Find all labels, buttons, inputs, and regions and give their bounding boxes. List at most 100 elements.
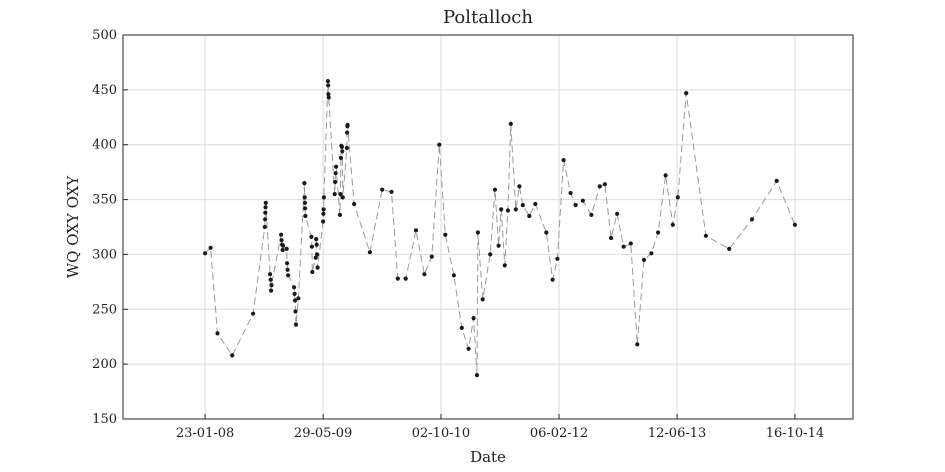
data-point	[251, 311, 256, 316]
data-point	[474, 373, 480, 378]
data-point	[338, 192, 343, 197]
data-point	[656, 230, 661, 235]
data-point	[568, 190, 573, 196]
data-point	[314, 237, 319, 242]
data-point	[303, 206, 308, 211]
data-point	[573, 203, 578, 208]
data-point	[488, 252, 493, 257]
data-point	[561, 158, 566, 163]
data-point	[263, 200, 268, 205]
data-point	[749, 217, 755, 222]
data-point	[451, 273, 456, 278]
data-point	[279, 238, 284, 243]
data-point	[332, 192, 337, 197]
data-point	[268, 272, 273, 277]
data-point	[609, 235, 614, 241]
data-point	[602, 182, 608, 187]
data-point	[774, 178, 779, 183]
data-point	[621, 244, 626, 249]
data-point	[333, 171, 338, 176]
data-point	[580, 198, 585, 203]
data-point	[792, 222, 798, 227]
data-point	[641, 257, 647, 262]
data-point	[443, 232, 448, 237]
data-point	[281, 243, 286, 248]
data-point	[475, 230, 480, 235]
data-point	[389, 189, 394, 194]
data-point	[422, 272, 427, 277]
data-point	[292, 285, 297, 290]
data-point	[675, 195, 680, 200]
data-point	[513, 207, 518, 212]
x-tick-label: 02-10-10	[412, 426, 470, 441]
data-point	[296, 296, 301, 301]
data-point	[321, 219, 326, 224]
data-point	[325, 79, 330, 84]
data-point	[344, 145, 349, 151]
data-point	[285, 267, 290, 272]
chart-title: Poltalloch	[443, 7, 533, 28]
data-point	[313, 255, 318, 260]
data-point	[315, 252, 320, 257]
data-point	[339, 144, 344, 149]
data-point	[285, 261, 290, 266]
data-point	[262, 224, 267, 230]
data-points	[203, 79, 798, 378]
data-point	[321, 195, 326, 200]
x-tick-label: 16-10-14	[766, 426, 824, 441]
data-point	[333, 179, 338, 185]
data-point	[466, 346, 471, 351]
x-axis-ticks: 23-01-08 29-05-09 02-10-10 06-02-12 12-06-13…	[176, 414, 824, 441]
y-tick-label: 500	[92, 28, 117, 43]
data-point	[263, 217, 268, 222]
data-point	[280, 247, 285, 253]
data-point	[326, 95, 331, 100]
data-point	[703, 233, 709, 238]
series-line	[204, 81, 796, 376]
data-point	[496, 243, 501, 248]
data-point	[649, 251, 654, 256]
data-point	[492, 187, 498, 192]
data-point	[269, 283, 274, 288]
data-point	[309, 244, 314, 249]
data-point	[340, 195, 345, 200]
data-point	[727, 246, 732, 251]
data-point	[480, 297, 485, 302]
data-point	[403, 276, 408, 281]
data-point	[284, 246, 289, 251]
x-tick-label: 29-05-09	[294, 426, 352, 441]
data-point	[279, 232, 284, 237]
data-point	[326, 92, 331, 97]
data-point	[302, 200, 307, 205]
data-point	[544, 230, 549, 235]
data-point	[303, 213, 308, 219]
data-point	[508, 121, 513, 126]
data-point	[459, 325, 464, 330]
data-point	[670, 222, 675, 227]
data-point	[437, 142, 442, 147]
data-point	[230, 353, 235, 358]
plot-frame	[122, 34, 854, 420]
data-point	[395, 276, 400, 281]
data-point	[505, 208, 510, 213]
data-point	[367, 250, 372, 255]
data-point	[471, 316, 476, 321]
data-point	[555, 256, 560, 261]
y-tick-label: 150	[92, 412, 117, 427]
data-point	[215, 331, 220, 336]
y-axis-label: WQ OXY OXY	[64, 175, 82, 279]
y-tick-label: 350	[92, 193, 117, 208]
data-point	[429, 254, 434, 259]
data-point	[334, 164, 339, 169]
data-point	[533, 201, 538, 207]
data-point	[208, 245, 213, 250]
data-point	[268, 277, 273, 282]
data-point	[310, 269, 315, 275]
data-point	[321, 211, 326, 216]
data-point	[314, 242, 319, 247]
data-point	[499, 207, 504, 212]
y-tick-label: 250	[92, 302, 117, 317]
data-point	[380, 187, 385, 192]
y-tick-label: 200	[92, 357, 117, 372]
